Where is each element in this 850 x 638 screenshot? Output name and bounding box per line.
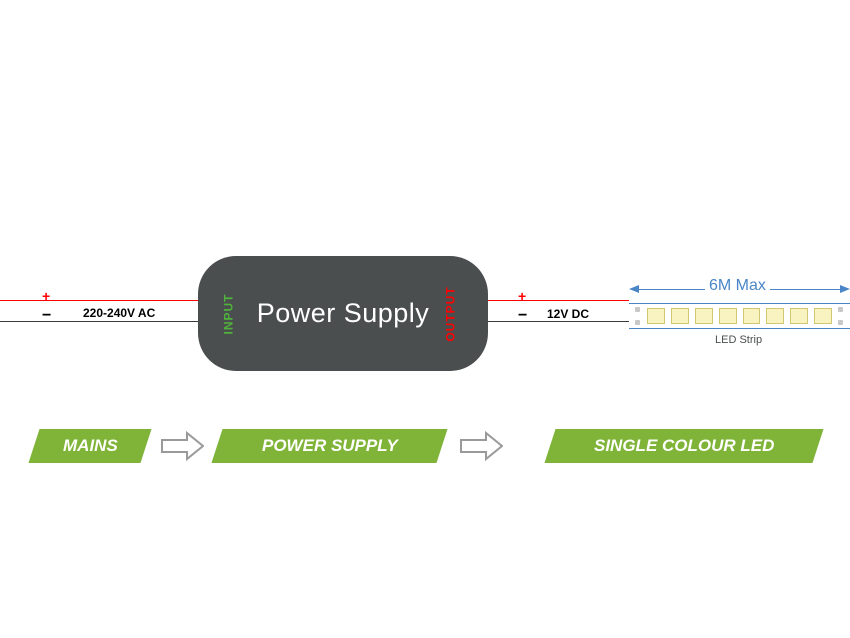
input-minus-sign: − [42, 307, 51, 325]
led-chip [719, 308, 737, 324]
led-pad-left [635, 304, 641, 328]
led-chip [647, 308, 665, 324]
input-negative-wire [0, 321, 198, 322]
power-supply-box: Power Supply INPUT OUTPUT [198, 256, 488, 371]
diagram-canvas: + − 220-240V AC + − 12V DC Power Supply … [0, 0, 850, 638]
dimension-arrow-right-icon [840, 285, 850, 293]
input-positive-wire [0, 300, 198, 301]
output-label: OUTPUT [443, 286, 457, 341]
input-plus-sign: + [42, 288, 50, 304]
flow-box-label: SINGLE COLOUR LED [594, 436, 774, 456]
dimension-arrow-left-icon [629, 285, 639, 293]
output-voltage-label: 12V DC [547, 307, 589, 321]
led-strip [629, 303, 850, 329]
flow-box-mains: MAINS [28, 429, 151, 463]
led-pad-right [838, 304, 844, 328]
input-label: INPUT [222, 293, 236, 334]
led-chip [671, 308, 689, 324]
flow-box-label: POWER SUPPLY [262, 436, 398, 456]
input-voltage-label: 220-240V AC [83, 306, 155, 320]
led-chip [790, 308, 808, 324]
output-negative-wire [488, 321, 629, 322]
led-chip [766, 308, 784, 324]
led-chip [814, 308, 832, 324]
dimension-label: 6M Max [705, 277, 770, 295]
flow-box-label: MAINS [63, 436, 118, 456]
flow-arrow-icon [460, 430, 503, 462]
flow-box-single-colour-led: SINGLE COLOUR LED [544, 429, 823, 463]
flow-arrow-icon [161, 430, 204, 462]
led-strip-caption: LED Strip [715, 334, 762, 346]
output-positive-wire [488, 300, 629, 301]
output-minus-sign: − [518, 307, 527, 325]
led-chip [743, 308, 761, 324]
output-plus-sign: + [518, 288, 526, 304]
flow-box-power-supply: POWER SUPPLY [211, 429, 447, 463]
power-supply-title: Power Supply [257, 298, 430, 329]
led-chip [695, 308, 713, 324]
